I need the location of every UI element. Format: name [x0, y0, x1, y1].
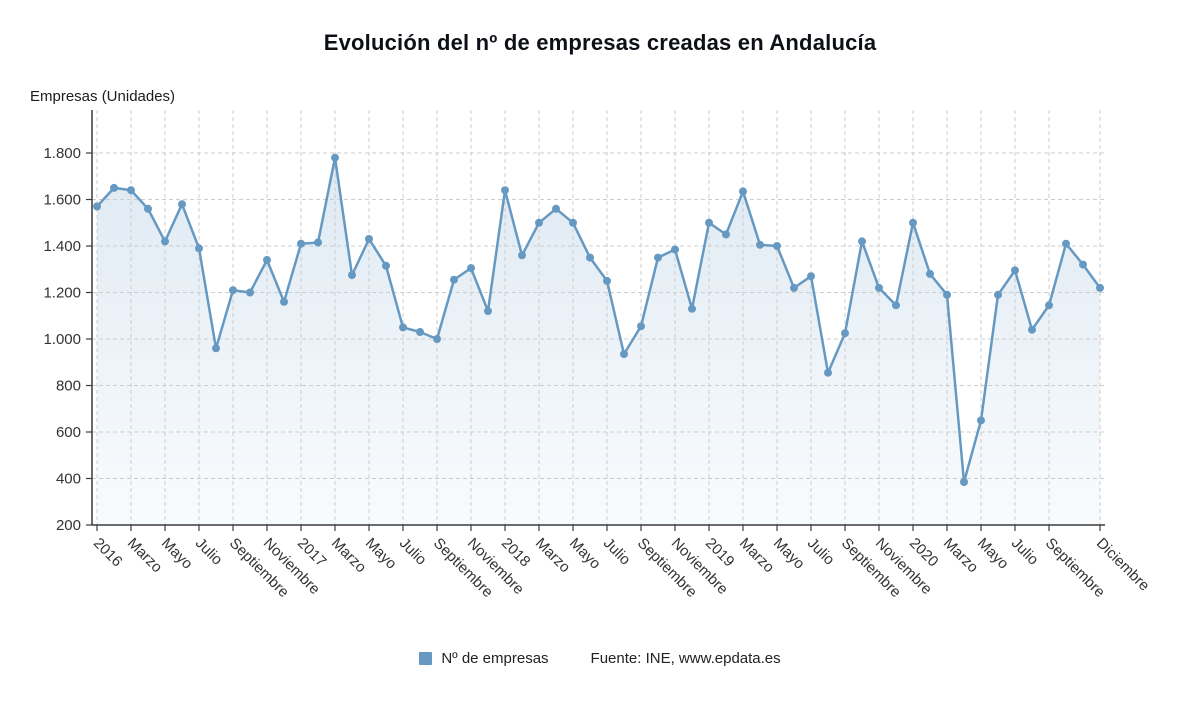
data-point — [161, 237, 169, 246]
y-tick-label: 600 — [56, 424, 81, 441]
data-point — [671, 245, 679, 254]
y-tick-label: 1.000 — [43, 331, 81, 348]
x-tick-label: Julio — [600, 535, 634, 569]
y-tick-label: 200 — [56, 517, 81, 534]
y-tick-label: 400 — [56, 471, 81, 488]
line-chart: 200 400 600 800 1.000 1.200 1.400 1.600 1.800 201… — [43, 110, 1153, 601]
data-point — [212, 344, 220, 353]
data-point — [858, 237, 866, 246]
data-point — [875, 283, 883, 292]
data-point — [841, 329, 849, 338]
data-point — [280, 297, 288, 306]
data-point — [314, 238, 322, 247]
x-tick-label: Julio — [1008, 535, 1042, 569]
data-point — [365, 235, 373, 243]
data-point — [705, 218, 713, 227]
data-point — [297, 239, 305, 248]
data-point — [739, 187, 747, 196]
data-point — [654, 253, 662, 262]
data-point — [229, 286, 237, 295]
data-point — [620, 350, 628, 359]
data-point — [977, 416, 985, 425]
data-point — [1079, 260, 1087, 269]
legend-label: Nº de empresas — [441, 650, 549, 667]
data-point — [484, 307, 492, 316]
data-point — [994, 290, 1002, 299]
data-point — [263, 256, 271, 264]
data-point — [127, 186, 135, 195]
data-point — [450, 275, 458, 284]
data-point — [773, 242, 781, 250]
x-tick-label: 2016 — [90, 535, 126, 571]
data-point — [637, 322, 645, 331]
data-point — [824, 368, 832, 377]
x-tick-label: Mayo — [770, 535, 808, 573]
data-point — [246, 288, 254, 297]
data-point — [807, 272, 815, 281]
x-tick-label: Mayo — [158, 535, 196, 573]
data-point — [195, 244, 203, 253]
area-fill — [97, 157, 1100, 525]
x-tick-label: Marzo — [328, 535, 369, 576]
source-text: Fuente: INE, www.epdata.es — [590, 650, 781, 667]
data-point — [1062, 239, 1070, 248]
data-point — [93, 202, 101, 211]
y-tick-label: 1.200 — [43, 285, 81, 302]
chart-title: Evolución del nº de empresas creadas en … — [323, 30, 877, 55]
data-point — [144, 204, 152, 213]
y-axis-label: Empresas (Unidades) — [30, 88, 176, 105]
data-point — [1011, 266, 1019, 275]
data-point — [790, 283, 798, 292]
x-tick-label: Marzo — [736, 535, 777, 576]
data-point — [1096, 283, 1104, 292]
data-point — [433, 335, 441, 343]
data-point — [586, 253, 594, 262]
y-tick-label: 1.400 — [43, 238, 81, 255]
data-point — [501, 186, 509, 195]
data-point — [569, 218, 577, 227]
data-point — [535, 218, 543, 227]
y-tick-label: 1.600 — [43, 192, 81, 209]
data-point — [552, 204, 560, 213]
data-line — [95, 156, 1102, 484]
data-point — [892, 301, 900, 310]
data-point — [416, 328, 424, 336]
data-point — [960, 478, 968, 486]
data-point — [1028, 325, 1036, 334]
data-point — [518, 251, 526, 260]
data-point — [756, 240, 764, 249]
data-point — [467, 264, 475, 273]
x-tick-label: Mayo — [362, 535, 400, 573]
x-tick-label: Marzo — [124, 535, 165, 576]
x-tick-label: Julio — [804, 535, 838, 569]
data-point — [943, 290, 951, 299]
x-tick-label: Mayo — [974, 535, 1012, 573]
data-point — [382, 261, 390, 270]
data-point — [688, 304, 696, 313]
x-tick-label: Mayo — [566, 535, 604, 573]
data-point — [110, 183, 118, 192]
x-tick-label: Marzo — [532, 535, 573, 576]
data-point — [909, 218, 917, 227]
data-point — [603, 276, 611, 285]
y-tick-label: 800 — [56, 378, 81, 395]
data-point — [722, 230, 730, 239]
x-tick-label: Julio — [396, 535, 430, 569]
data-point — [348, 271, 356, 280]
legend: Nº de empresas Fuente: INE, www.epdata.e… — [0, 650, 1200, 667]
x-tick-label: Marzo — [940, 535, 981, 576]
data-point — [926, 269, 934, 278]
legend-marker-icon — [419, 652, 433, 665]
data-point — [399, 323, 407, 332]
data-point — [331, 153, 339, 162]
x-tick-label: Julio — [192, 535, 226, 569]
y-tick-label: 1.800 — [43, 145, 81, 162]
data-point — [1045, 301, 1053, 310]
data-point — [178, 200, 186, 209]
